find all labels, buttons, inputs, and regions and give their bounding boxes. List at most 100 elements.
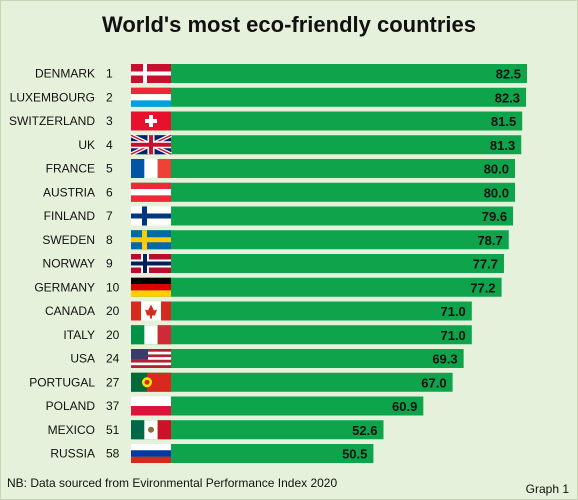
category-label: PORTUGAL — [29, 375, 95, 389]
luxembourg-flag-icon — [131, 87, 171, 107]
category-label: UK — [78, 138, 95, 152]
chart-row: LUXEMBOURG 2 82.3 — [10, 87, 527, 107]
category-label: MEXICO — [48, 423, 95, 437]
chart-row: FRANCE 5 80.0 — [46, 159, 515, 178]
category-label: RUSSIA — [50, 447, 95, 461]
chart-row: SWITZERLAND 3 81.5 — [9, 111, 523, 131]
value-label: 60.9 — [392, 399, 417, 414]
bar — [131, 396, 424, 416]
poland-flag-icon — [131, 396, 171, 416]
chart-row: NORWAY 9 77.7 — [43, 254, 504, 273]
value-label: 80.0 — [484, 162, 509, 177]
bar — [131, 111, 523, 131]
bar — [131, 444, 374, 463]
bar — [131, 182, 515, 202]
sweden-flag-icon — [131, 230, 171, 250]
value-label: 69.3 — [432, 352, 457, 367]
rank-label: 5 — [106, 162, 113, 176]
chart-row: RUSSIA 58 50.5 — [50, 444, 374, 463]
rank-label: 51 — [106, 423, 120, 437]
bar — [131, 135, 522, 155]
rank-label: 20 — [106, 304, 120, 318]
austria-flag-icon — [131, 182, 171, 202]
category-label: LUXEMBOURG — [10, 90, 95, 104]
value-label: 50.5 — [342, 447, 367, 462]
chart-title: World's most eco-friendly countries — [102, 12, 476, 37]
bar-chart: DENMARK 1 82.5 LUXEMBOURG 2 82.3 SWITZERLAND 3 8… — [9, 64, 527, 463]
category-label: FRANCE — [46, 162, 95, 176]
value-label: 71.0 — [440, 328, 465, 343]
graph-label: Graph 1 — [525, 482, 569, 496]
rank-label: 6 — [106, 185, 113, 199]
category-label: DENMARK — [35, 67, 95, 81]
value-label: 52.6 — [352, 423, 377, 438]
rank-label: 7 — [106, 209, 113, 223]
value-label: 79.6 — [482, 209, 507, 224]
category-label: CANADA — [45, 304, 95, 318]
chart-row: UK 4 81.3 — [78, 133, 522, 157]
switzerland-flag-icon — [131, 111, 171, 131]
value-label: 82.5 — [496, 67, 521, 82]
rank-label: 1 — [106, 67, 113, 81]
bar — [131, 325, 472, 345]
chart-row: FINLAND 7 79.6 — [44, 206, 514, 226]
value-label: 71.0 — [440, 304, 465, 319]
usa-flag-icon — [131, 349, 171, 368]
chart-row: DENMARK 1 82.5 — [35, 64, 527, 83]
rank-label: 3 — [106, 114, 113, 128]
category-label: ITALY — [63, 328, 95, 342]
norway-flag-icon — [131, 254, 171, 273]
chart-row: SWEDEN 8 78.7 — [42, 230, 509, 250]
bar — [131, 277, 502, 297]
rank-label: 37 — [106, 399, 120, 413]
denmark-flag-icon — [131, 64, 171, 83]
value-label: 80.0 — [484, 185, 509, 200]
category-label: AUSTRIA — [43, 185, 95, 199]
bar — [131, 254, 504, 273]
category-label: POLAND — [46, 399, 96, 413]
bar — [131, 206, 514, 226]
rank-label: 58 — [106, 447, 120, 461]
portugal-flag-icon — [131, 372, 171, 392]
rank-label: 10 — [106, 280, 120, 294]
finland-flag-icon — [131, 206, 171, 226]
canada-flag-icon — [131, 301, 171, 321]
value-label: 81.3 — [490, 138, 515, 153]
category-label: SWEDEN — [42, 233, 95, 247]
russia-flag-icon — [131, 444, 171, 463]
category-label: GERMANY — [34, 280, 95, 294]
bar — [131, 159, 515, 178]
value-label: 81.5 — [491, 114, 516, 129]
chart-row: PORTUGAL 27 67.0 — [29, 372, 453, 392]
chart-row: POLAND 37 60.9 — [46, 396, 424, 416]
rank-label: 27 — [106, 375, 120, 389]
rank-label: 9 — [106, 257, 113, 271]
bar — [131, 372, 453, 392]
chart-row: CANADA 20 71.0 — [45, 301, 472, 321]
category-label: SWITZERLAND — [9, 114, 95, 128]
value-label: 77.2 — [470, 280, 495, 295]
category-label: NORWAY — [43, 257, 95, 271]
chart-row: GERMANY 10 77.2 — [34, 277, 502, 297]
mexico-flag-icon — [131, 420, 171, 440]
value-label: 78.7 — [477, 233, 502, 248]
value-label: 82.3 — [495, 90, 520, 105]
chart-row: AUSTRIA 6 80.0 — [43, 182, 515, 202]
bar — [131, 420, 384, 440]
italy-flag-icon — [131, 325, 171, 345]
germany-flag-icon — [131, 277, 171, 297]
rank-label: 20 — [106, 328, 120, 342]
category-label: FINLAND — [44, 209, 96, 223]
uk-flag-icon — [130, 133, 172, 157]
bar — [131, 301, 472, 321]
bar — [131, 87, 527, 107]
bar — [131, 230, 509, 250]
bar — [131, 64, 527, 83]
chart-row: MEXICO 51 52.6 — [48, 420, 384, 440]
value-label: 77.7 — [473, 257, 498, 272]
bar — [131, 349, 464, 368]
rank-label: 8 — [106, 233, 113, 247]
chart-row: ITALY 20 71.0 — [63, 325, 472, 345]
rank-label: 2 — [106, 90, 113, 104]
value-label: 67.0 — [421, 375, 446, 390]
